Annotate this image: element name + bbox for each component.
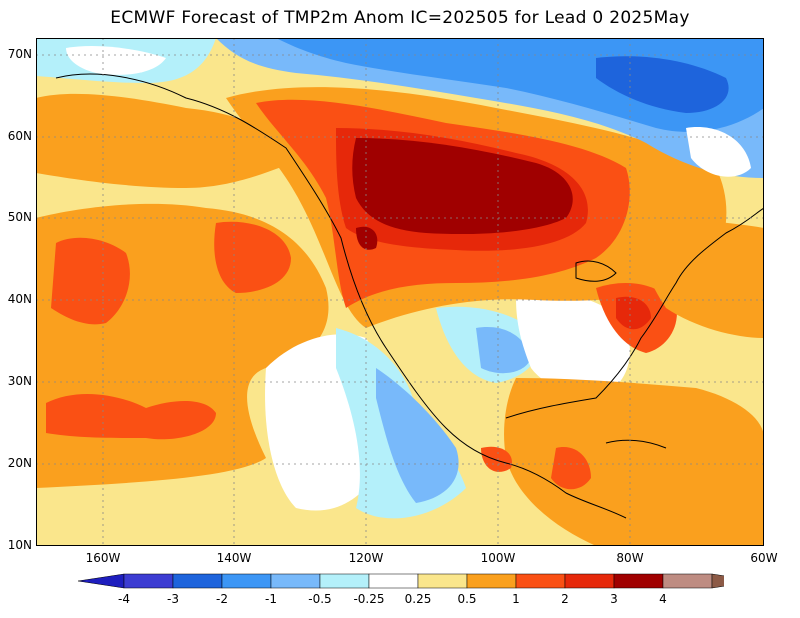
- great-lakes-outline: [575, 260, 617, 282]
- lon-label-160W: 160W: [85, 551, 121, 565]
- lon-label-60W: 60W: [750, 551, 778, 565]
- lat-label-40N: 40N: [7, 292, 32, 306]
- colorbar-segment: [564, 573, 615, 589]
- east-coast-strong: [616, 296, 651, 330]
- lat-label-50N: 50N: [7, 210, 32, 224]
- north-america-coastline: [55, 73, 764, 519]
- colorbar-label: -2: [216, 592, 228, 606]
- central-america-red: [551, 447, 591, 490]
- central-us-neutral: [516, 294, 630, 395]
- colorbar-high-arrow: [711, 573, 724, 589]
- colorbar-label: 2: [561, 592, 569, 606]
- gridlines: [36, 38, 764, 546]
- canada-core-max: [352, 138, 573, 235]
- map-border: [36, 38, 764, 546]
- anomaly-map: [36, 38, 764, 546]
- colorbar-label: 0.5: [457, 592, 477, 606]
- cool-texas: [476, 327, 531, 374]
- lat-label-30N: 30N: [7, 374, 32, 388]
- lon-label-120W: 120W: [348, 551, 384, 565]
- colorbar-segment: [319, 573, 370, 589]
- map-title: ECMWF Forecast of TMP2m Anom IC=202505 f…: [110, 8, 690, 28]
- atlantic-warm: [636, 218, 764, 338]
- colorbar-segment: [270, 573, 321, 589]
- colorbar-segment: [368, 573, 419, 589]
- colorbar-label: -0.25: [353, 592, 385, 606]
- colorbar-label: -1: [265, 592, 277, 606]
- colorbar-segment: [466, 573, 517, 589]
- lat-label-10N: 10N: [7, 538, 32, 552]
- arctic-coldest: [596, 56, 729, 113]
- colorbar: [78, 573, 724, 589]
- colorbar-segment: [172, 573, 223, 589]
- cool-mexico-inner: [376, 368, 459, 503]
- greenland-neutral: [686, 127, 751, 177]
- lat-label-60N: 60N: [7, 129, 32, 143]
- colorbar-segment: [123, 573, 174, 589]
- colorbar-label: 4: [659, 592, 667, 606]
- colorbar-segment: [613, 573, 664, 589]
- colorbar-segment: [221, 573, 272, 589]
- northwest-max: [356, 226, 378, 250]
- colorbar-segment: [417, 573, 468, 589]
- colorbar-segment: [662, 573, 713, 589]
- colorbar-label: 1: [512, 592, 520, 606]
- colorbar-label: -4: [118, 592, 130, 606]
- colorbar-segment: [515, 573, 566, 589]
- colorbar-label: -0.5: [308, 592, 332, 606]
- colorbar-label: 0.25: [404, 592, 432, 606]
- colorbar-low-arrow: [78, 573, 125, 589]
- alaska-neutral: [66, 46, 166, 75]
- pacific-red-patch-3: [46, 393, 216, 440]
- caribbean-warm: [504, 378, 764, 546]
- pacific-red-patch-2: [214, 221, 291, 293]
- lon-label-80W: 80W: [616, 551, 644, 565]
- lat-label-20N: 20N: [7, 456, 32, 470]
- pacific-red-patch-1: [51, 237, 130, 325]
- mexico-red: [481, 446, 512, 472]
- colorbar-label: 3: [610, 592, 618, 606]
- cuba-coastline: [605, 439, 667, 449]
- pacific-warm-north: [36, 93, 306, 188]
- lon-label-140W: 140W: [216, 551, 252, 565]
- colorbar-label: -3: [167, 592, 179, 606]
- lon-label-100W: 100W: [480, 551, 516, 565]
- lat-label-70N: 70N: [7, 47, 32, 61]
